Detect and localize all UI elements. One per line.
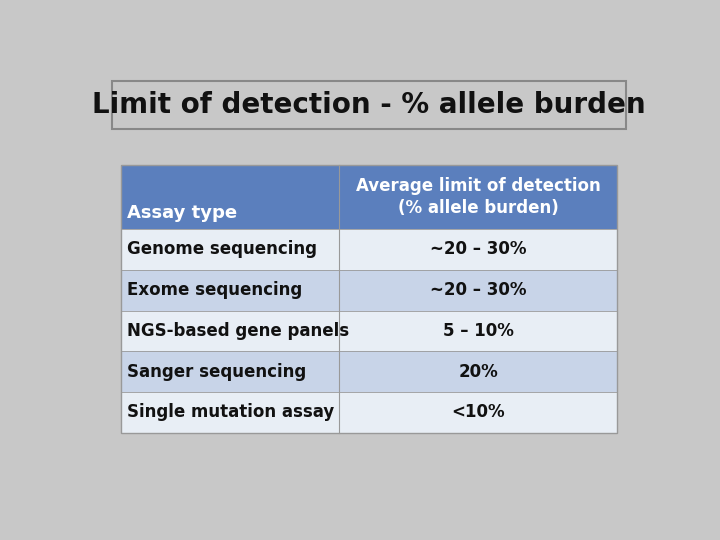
- Text: Sanger sequencing: Sanger sequencing: [127, 363, 307, 381]
- Text: 20%: 20%: [459, 363, 498, 381]
- Text: Limit of detection - % allele burden: Limit of detection - % allele burden: [92, 91, 646, 119]
- Text: Assay type: Assay type: [127, 204, 238, 221]
- Text: 5 – 10%: 5 – 10%: [443, 322, 513, 340]
- Text: Exome sequencing: Exome sequencing: [127, 281, 302, 299]
- FancyBboxPatch shape: [121, 310, 617, 352]
- FancyBboxPatch shape: [121, 352, 617, 392]
- Text: Single mutation assay: Single mutation assay: [127, 403, 335, 421]
- Text: NGS-based gene panels: NGS-based gene panels: [127, 322, 349, 340]
- FancyBboxPatch shape: [112, 82, 626, 129]
- FancyBboxPatch shape: [121, 392, 617, 433]
- Text: <10%: <10%: [451, 403, 505, 421]
- Text: Genome sequencing: Genome sequencing: [127, 240, 318, 259]
- FancyBboxPatch shape: [121, 229, 617, 270]
- Text: Average limit of detection
(% allele burden): Average limit of detection (% allele bur…: [356, 177, 600, 217]
- Text: ~20 – 30%: ~20 – 30%: [430, 240, 526, 259]
- Text: ~20 – 30%: ~20 – 30%: [430, 281, 526, 299]
- FancyBboxPatch shape: [121, 270, 617, 310]
- FancyBboxPatch shape: [121, 165, 617, 229]
